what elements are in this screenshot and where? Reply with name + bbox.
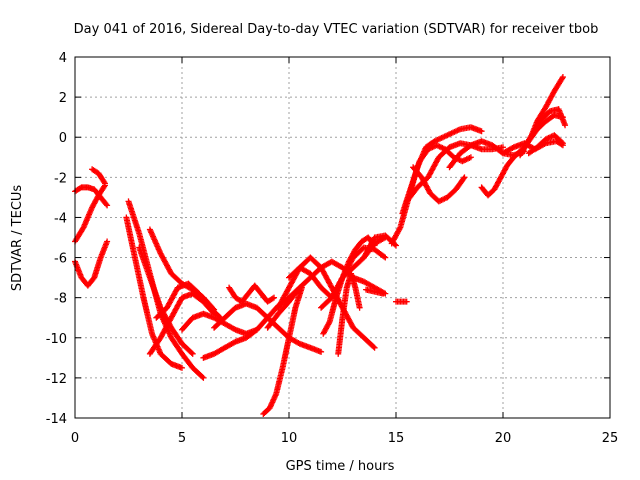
data-point (199, 373, 206, 380)
data-point (380, 290, 387, 297)
series-arc-20 (335, 270, 363, 357)
data-point (200, 374, 207, 381)
data-markers (72, 74, 569, 417)
data-point (393, 242, 399, 249)
y-tick-label: -12 (46, 372, 67, 387)
data-point (104, 238, 111, 245)
series-arc-27 (403, 140, 506, 205)
series-arc-35 (525, 132, 566, 157)
series-arc-24 (393, 298, 410, 305)
chart-title: Day 041 of 2016, Sidereal Day-to-day VTE… (74, 22, 599, 37)
data-point (559, 75, 566, 82)
grid (75, 57, 610, 418)
data-point (179, 364, 185, 371)
series-arc-30 (478, 154, 517, 199)
y-tick-label: -4 (54, 211, 67, 226)
y-tick-label: -6 (54, 252, 67, 267)
series-arc-21 (320, 234, 378, 337)
data-point (271, 294, 278, 301)
data-point (318, 348, 325, 355)
data-point (559, 74, 566, 81)
data-point (558, 139, 565, 146)
data-point (500, 144, 506, 151)
y-tick-label: 4 (59, 51, 67, 66)
x-tick-label: 20 (495, 431, 512, 446)
data-point (382, 254, 389, 261)
series-arc-3 (72, 238, 111, 289)
data-point (370, 343, 377, 350)
data-point (460, 175, 467, 182)
series-arc-14 (226, 282, 278, 305)
data-point (467, 154, 474, 161)
y-tick-label: 2 (59, 91, 67, 106)
y-tick-label: -10 (46, 332, 67, 347)
data-point (101, 179, 108, 186)
data-point (231, 339, 238, 346)
plot-frame (74, 56, 611, 419)
series-arc-17 (275, 254, 378, 351)
x-tick-label: 5 (178, 431, 186, 446)
data-point (101, 180, 108, 187)
series-arc-23 (363, 286, 387, 297)
data-point (396, 225, 403, 232)
series-arc-28 (410, 164, 468, 205)
data-point (403, 298, 410, 305)
data-point (461, 174, 468, 181)
data-point (103, 201, 110, 208)
series-arc-15 (260, 284, 305, 417)
data-point (189, 350, 196, 357)
y-tick-label: -8 (54, 292, 67, 307)
data-point (509, 145, 516, 152)
series-arc-6 (123, 214, 185, 371)
x-tick-label: 25 (602, 431, 619, 446)
series-arc-19 (318, 234, 389, 311)
x-tick-label: 10 (281, 431, 298, 446)
data-point (478, 128, 485, 135)
y-tick-label: -14 (46, 412, 67, 427)
data-point (104, 202, 111, 209)
data-point (325, 320, 332, 327)
y-tick-label: -2 (54, 171, 67, 186)
data-point (231, 326, 238, 333)
series-arc-34 (521, 106, 569, 151)
data-point (559, 140, 566, 147)
data-point (356, 304, 363, 311)
data-point (562, 122, 569, 129)
series-arc-10 (153, 280, 224, 321)
data-point (381, 253, 388, 260)
data-point (188, 349, 195, 356)
data-point (295, 340, 302, 347)
y-axis-label: SDTVAR / TECUs (10, 185, 25, 292)
data-point (269, 295, 276, 302)
x-tick-label: 15 (388, 431, 405, 446)
series-arc-8 (136, 244, 196, 357)
y-tick-label: 0 (59, 131, 67, 146)
x-axis-label: GPS time / hours (286, 459, 395, 474)
data-point (371, 344, 378, 351)
x-tick-label: 0 (71, 431, 79, 446)
series-arc-4 (89, 166, 108, 187)
